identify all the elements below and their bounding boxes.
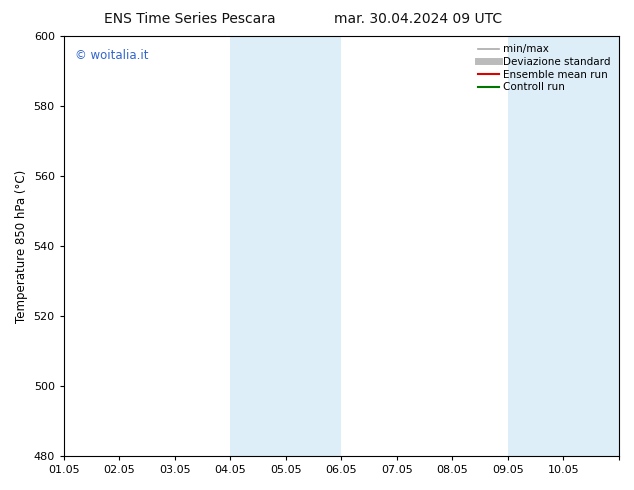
- Bar: [286, 36, 342, 456]
- Bar: [508, 36, 564, 456]
- Text: mar. 30.04.2024 09 UTC: mar. 30.04.2024 09 UTC: [334, 12, 503, 26]
- Bar: [230, 36, 286, 456]
- Text: © woitalia.it: © woitalia.it: [75, 49, 148, 62]
- Text: ENS Time Series Pescara: ENS Time Series Pescara: [105, 12, 276, 26]
- Bar: [564, 36, 619, 456]
- Y-axis label: Temperature 850 hPa (°C): Temperature 850 hPa (°C): [15, 170, 28, 323]
- Legend: min/max, Deviazione standard, Ensemble mean run, Controll run: min/max, Deviazione standard, Ensemble m…: [475, 41, 614, 96]
